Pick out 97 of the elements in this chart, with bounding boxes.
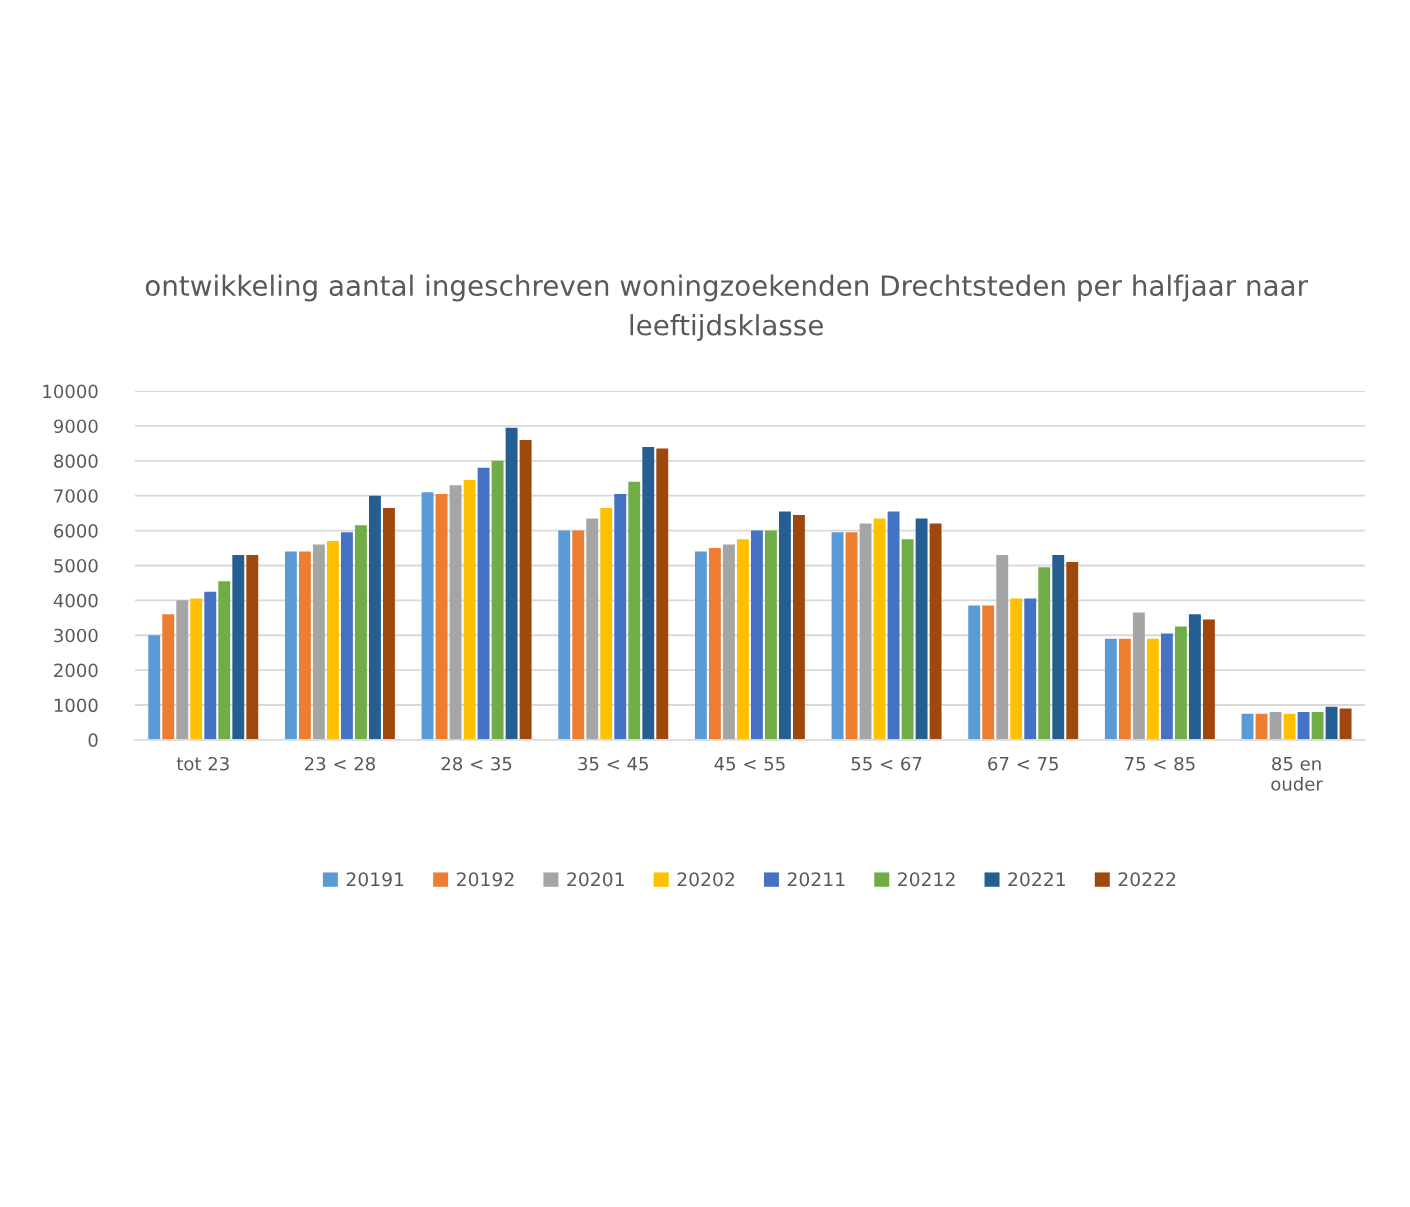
x-tick-label: 35 < 45: [578, 756, 648, 771]
bar: [750, 530, 763, 740]
legend-label: 20221: [1008, 872, 1065, 887]
bar: [368, 495, 381, 740]
y-tick-label: 0: [88, 733, 98, 748]
bar: [792, 514, 805, 740]
legend-label: 20212: [898, 872, 955, 887]
bar: [708, 548, 721, 740]
bar: [1052, 555, 1065, 740]
bar: [176, 600, 189, 740]
bar: [722, 544, 735, 740]
bar: [1311, 711, 1324, 740]
x-tick-label: 55 < 67: [851, 756, 922, 771]
bar: [628, 481, 641, 740]
bar: [1297, 711, 1310, 740]
bar: [982, 605, 995, 740]
bar: [831, 532, 844, 740]
bar: [463, 480, 476, 740]
y-tick-label: 1000: [54, 698, 98, 713]
bar: [519, 439, 532, 740]
bar: [642, 446, 655, 740]
bar: [845, 532, 858, 740]
bar: [600, 507, 613, 740]
bar: [298, 551, 311, 740]
bar: [1132, 612, 1145, 740]
bar: [204, 591, 217, 740]
bar: [778, 511, 791, 740]
bar: [1104, 638, 1117, 740]
bar: [148, 635, 161, 740]
chart-title: ontwikkeling aantal ingeschreven woningzoekenden Drechtsteden per halfjaar naar leeftijdsklasse: [145, 274, 1309, 341]
y-tick-label: 9000: [54, 419, 98, 434]
bar: [1010, 598, 1023, 740]
bar: [505, 427, 518, 740]
y-tick-label: 8000: [54, 454, 98, 468]
bar: [901, 539, 914, 740]
bar: [435, 493, 448, 740]
bar: [558, 530, 571, 740]
bar: [1174, 626, 1187, 740]
bar: [1038, 567, 1051, 740]
legend-label: 20192: [457, 872, 514, 887]
bar: [586, 518, 599, 740]
x-tick-label: 75 < 85: [1125, 756, 1195, 771]
bar: [614, 493, 627, 740]
bar: [162, 614, 175, 740]
x-tick-label: tot 23: [176, 756, 229, 771]
y-tick-label: 5000: [54, 558, 98, 573]
x-tick-label: 23 < 28: [304, 756, 375, 771]
bar: [1146, 638, 1159, 740]
bar: [859, 523, 872, 740]
bar: [764, 530, 777, 740]
bar: [915, 518, 928, 740]
bar: [312, 544, 325, 740]
y-tick-label: 4000: [53, 593, 98, 608]
bar: [232, 555, 245, 740]
bar: [968, 605, 981, 740]
legend-label: 20222: [1118, 872, 1176, 887]
bar: [477, 467, 490, 740]
legend-label: 20201: [567, 872, 624, 887]
y-tick-label: 6000: [54, 524, 98, 538]
legend-label: 20211: [787, 872, 845, 887]
bar: [736, 539, 749, 740]
bar: [996, 555, 1009, 740]
x-tick-label: 67 < 75: [988, 756, 1058, 771]
x-tick-label: 28 < 35: [441, 756, 512, 771]
bar: [491, 460, 504, 740]
bar: [1325, 706, 1338, 740]
bar: [449, 485, 462, 740]
legend-label: 20191: [346, 872, 404, 887]
y-tick-label: 10000: [43, 384, 98, 399]
bar: [246, 555, 259, 740]
x-tick-label: 85 en ouder: [1271, 756, 1323, 791]
bar: [694, 551, 707, 740]
bar: [326, 541, 339, 740]
bar: [1066, 561, 1079, 740]
y-tick-label: 3000: [54, 628, 98, 643]
bar: [354, 525, 367, 740]
bar: [929, 523, 942, 740]
bar: [656, 448, 669, 740]
bar: [1202, 619, 1215, 740]
bar: [421, 492, 434, 740]
bar: [1339, 708, 1352, 740]
bar: [873, 518, 886, 740]
x-tick-label: 45 < 55: [714, 757, 785, 771]
bar: [190, 598, 203, 740]
bar: [1188, 614, 1201, 740]
bar: [572, 530, 585, 740]
legend-label: 20202: [677, 872, 734, 887]
y-tick-label: 7000: [54, 489, 98, 503]
bar: [340, 532, 353, 740]
bar: [1118, 638, 1131, 740]
bar: [887, 511, 900, 740]
bar: [284, 551, 297, 740]
bar: [1024, 598, 1037, 740]
bar: [383, 507, 395, 740]
bar: [218, 581, 231, 740]
bar: [1160, 633, 1173, 740]
y-tick-label: 2000: [54, 663, 98, 678]
